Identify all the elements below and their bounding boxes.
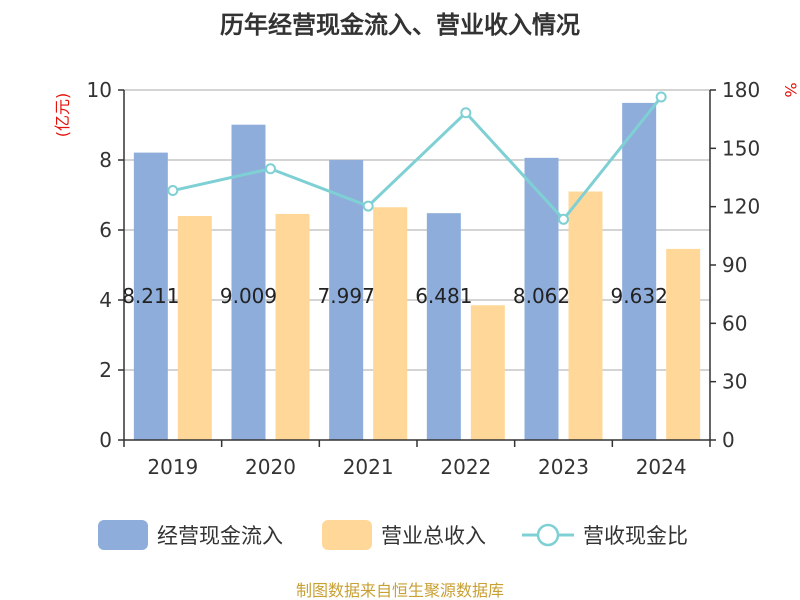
bar-cashflow-2024: [622, 102, 657, 440]
right-axis-unit: %: [781, 82, 800, 97]
ratio-point-2020: [265, 163, 276, 175]
legend-label-ratio: 营收现金比: [583, 524, 688, 548]
x-tick-label: 2022: [440, 455, 491, 479]
ratio-point-2019: [167, 185, 179, 197]
legend-label-cashflow: 经营现金流入: [157, 524, 283, 548]
x-tick-label: 2020: [245, 455, 296, 479]
legend-label-revenue: 营业总收入: [381, 524, 486, 548]
right-tick-label: 30: [722, 370, 747, 394]
bar-value-label: 9.009: [220, 284, 277, 308]
bar-revenue-2024: [666, 248, 701, 440]
ratio-point-2023: [558, 213, 569, 225]
bar-value-label: 7.997: [318, 284, 375, 308]
chart-title: 历年经营现金流入、营业收入情况: [220, 11, 580, 39]
axes: 0 2 4 6 8 10 0 30 60 90 120 150 180 2019 2020 2021 2022 2…: [87, 78, 761, 479]
left-tick-label: 2: [99, 358, 112, 382]
ratio-line: [167, 91, 667, 225]
x-tick-label: 2021: [343, 455, 394, 479]
left-tick-label: 0: [99, 428, 112, 452]
bar-cashflow-2023: [524, 157, 559, 440]
source-note: 制图数据来自恒生聚源数据库: [296, 581, 504, 600]
grid: [124, 89, 710, 371]
bar-value-label: 8.211: [122, 284, 179, 308]
legend-swatch-cashflow: [98, 520, 148, 550]
bar-value-label: 8.062: [513, 284, 570, 308]
right-tick-label: 90: [722, 253, 747, 277]
bar-value-label: 9.632: [611, 284, 668, 308]
bar-revenue-2019: [177, 216, 212, 440]
legend-swatch-revenue: [322, 520, 372, 550]
left-axis-unit: (亿元): [53, 93, 72, 138]
right-tick-label: 60: [722, 311, 747, 335]
right-tick-label: 0: [722, 428, 735, 452]
ratio-polyline: [172, 96, 663, 222]
left-tick-label: 10: [87, 78, 112, 102]
ratio-point-2021: [362, 200, 374, 212]
right-tick-label: 150: [722, 136, 760, 160]
data-labels: 8.211 9.009 7.997 6.481 8.062 9.632: [122, 284, 668, 308]
bar-value-label: 6.481: [415, 284, 472, 308]
ratio-point-2022: [460, 107, 472, 119]
left-tick-label: 4: [99, 288, 112, 312]
bar-cashflow-2021: [329, 160, 364, 441]
left-tick-label: 8: [99, 148, 112, 172]
ratio-point-2024: [655, 91, 667, 103]
left-tick-label: 6: [99, 218, 112, 242]
right-tick-label: 120: [722, 195, 760, 219]
x-tick-label: 2023: [538, 455, 589, 479]
bar-revenue-2020: [275, 213, 310, 440]
legend: 经营现金流入 营业总收入 营收现金比: [98, 520, 688, 550]
bar-revenue-2022: [470, 305, 505, 440]
bar-revenue-2023: [568, 191, 603, 440]
bar-cashflow-2022: [426, 213, 461, 440]
right-tick-label: 180: [722, 78, 760, 102]
bar-cashflow-2019: [133, 152, 168, 441]
bar-revenue-2021: [373, 207, 408, 440]
x-tick-label: 2024: [636, 455, 687, 479]
legend-swatch-ratio-marker: [536, 523, 560, 547]
x-tick-label: 2019: [147, 455, 198, 479]
